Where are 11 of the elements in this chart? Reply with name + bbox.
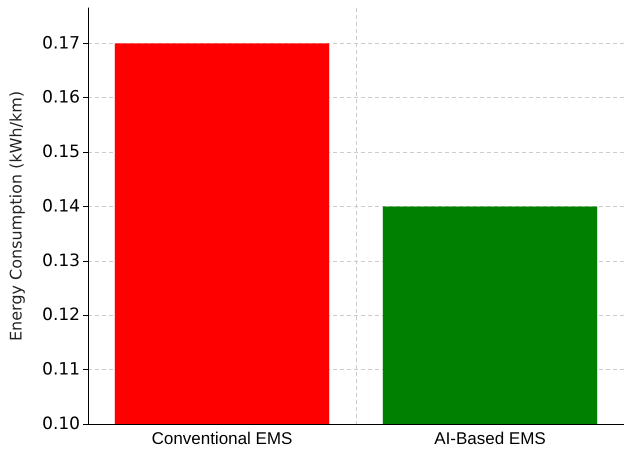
y-tick-label: 0.11 xyxy=(42,360,80,380)
y-tick-label: 0.12 xyxy=(42,305,80,326)
y-axis-title: Energy Consumption (kWh/km) xyxy=(6,90,26,342)
y-tick-label: 0.13 xyxy=(42,250,80,271)
y-tick-label: 0.17 xyxy=(42,33,80,54)
x-tick-label: Conventional EMS xyxy=(152,429,292,448)
y-tick-label: 0.10 xyxy=(42,414,80,434)
y-tick-label: 0.16 xyxy=(42,88,80,108)
y-tick-label: 0.14 xyxy=(42,196,80,216)
y-tick-label: 0.15 xyxy=(42,142,80,162)
x-tick-label: AI-Based EMS xyxy=(434,429,546,448)
